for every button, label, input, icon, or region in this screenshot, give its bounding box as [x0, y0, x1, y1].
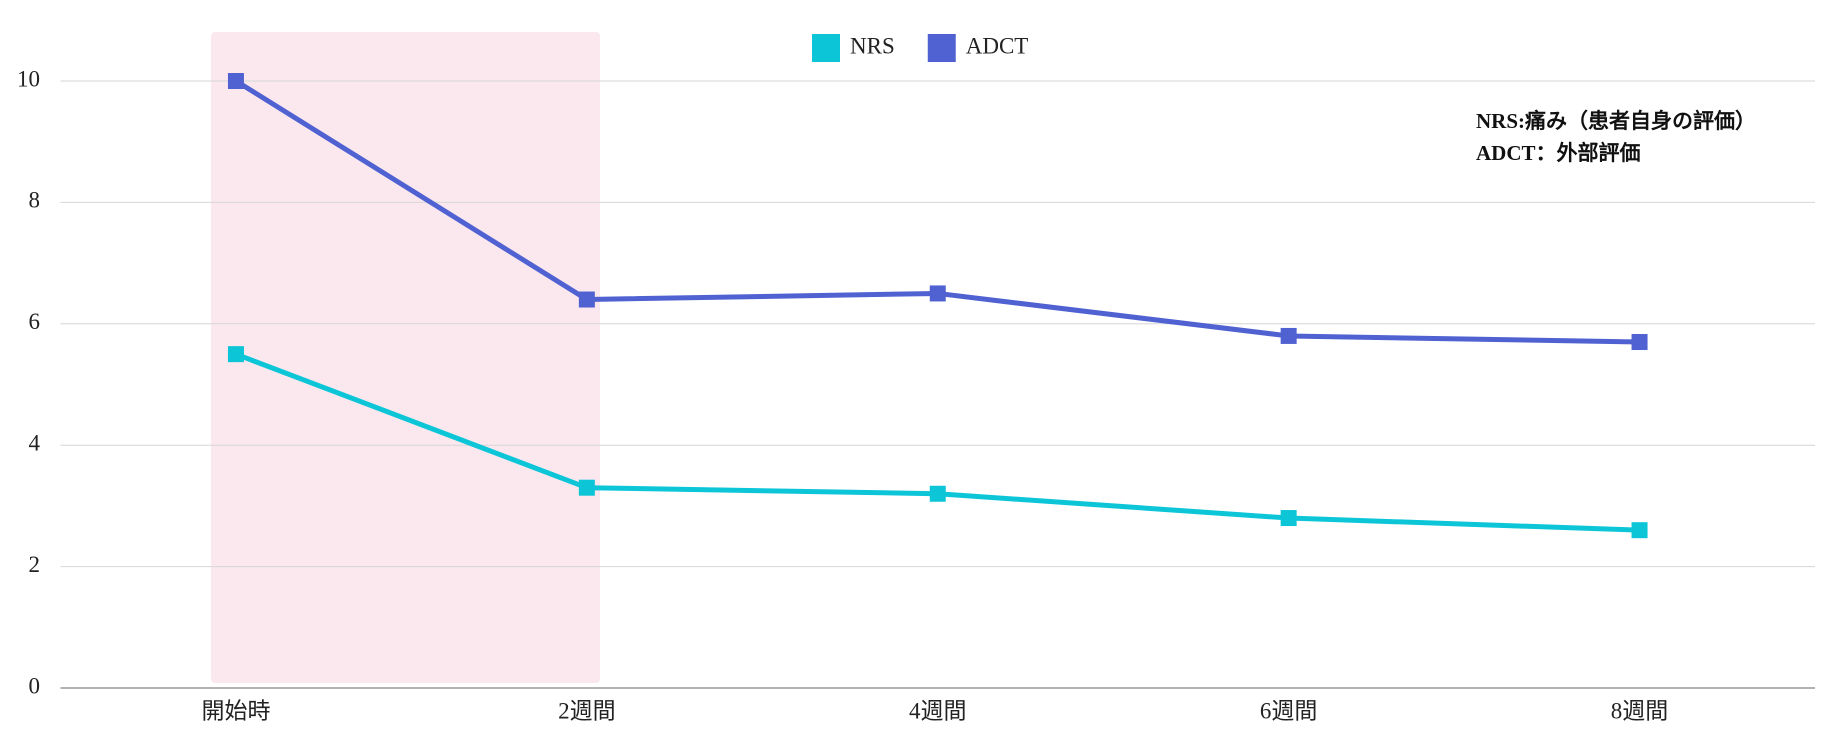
- y-tick-label: 8: [29, 188, 41, 213]
- legend-label: ADCT: [966, 33, 1029, 58]
- data-point: [1280, 510, 1297, 527]
- legend-swatch: [927, 34, 956, 62]
- data-point: [929, 285, 946, 302]
- legend-swatch: [812, 34, 840, 62]
- y-tick-label: 10: [17, 66, 40, 91]
- y-tick-label: 4: [29, 430, 41, 455]
- legend-label: NRS: [850, 33, 895, 58]
- x-tick-label: 開始時: [201, 698, 270, 723]
- data-point: [578, 291, 595, 308]
- data-point: [1631, 334, 1648, 351]
- y-tick-label: 6: [29, 309, 41, 334]
- annotation: ADCT：外部評価: [1476, 141, 1641, 165]
- data-point: [227, 73, 244, 89]
- x-tick-label: 6週間: [1260, 698, 1318, 723]
- x-tick-label: 4週間: [909, 698, 967, 723]
- data-point: [1631, 522, 1648, 539]
- y-tick-label: 0: [29, 673, 41, 698]
- data-point: [1280, 327, 1297, 344]
- x-tick-label: 8週間: [1611, 698, 1669, 723]
- data-point: [227, 346, 244, 363]
- data-point: [578, 479, 595, 496]
- highlight-region: [211, 32, 600, 683]
- data-point: [929, 485, 946, 502]
- y-tick-label: 2: [29, 552, 41, 577]
- x-tick-label: 2週間: [558, 698, 616, 723]
- annotation: NRS:痛み（患者自身の評価）: [1476, 109, 1756, 133]
